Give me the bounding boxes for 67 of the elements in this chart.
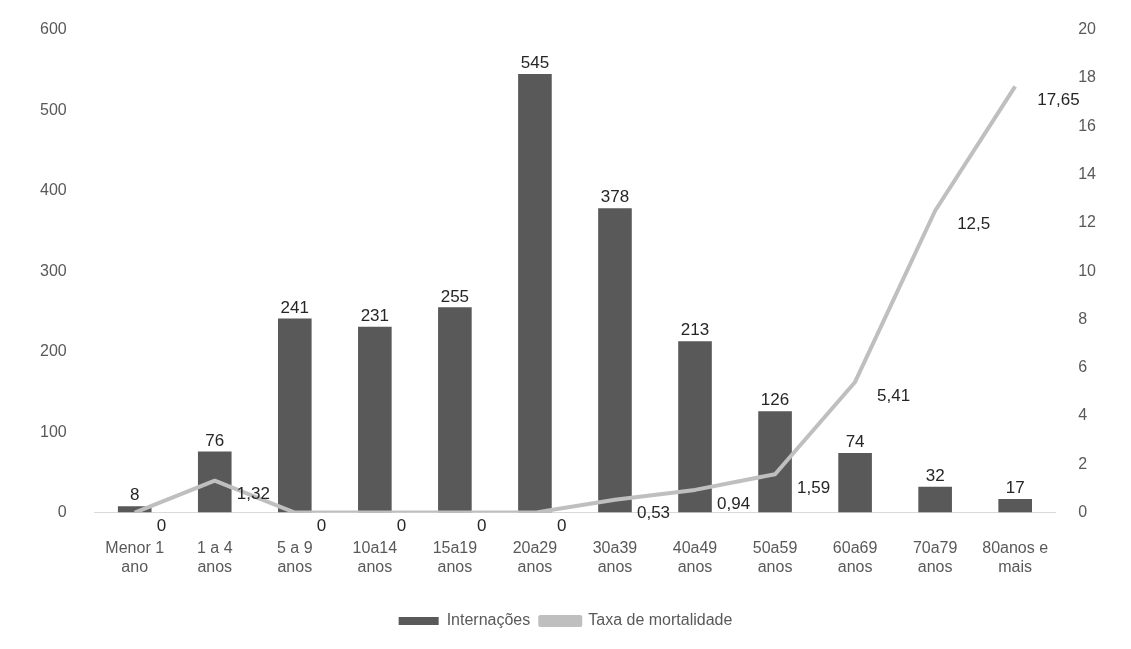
- y2-tick-label: 16: [1078, 116, 1097, 134]
- data-label: 378: [600, 187, 630, 207]
- x-tick-label: 70a79 anos: [912, 538, 958, 575]
- data-label: 126: [760, 390, 790, 410]
- bar: [518, 73, 552, 513]
- data-label: 545: [520, 53, 550, 73]
- bar: [998, 498, 1032, 513]
- data-label: 17,65: [1037, 90, 1080, 110]
- y2-tick-label: 4: [1078, 406, 1088, 424]
- x-tick-label: Menor 1 ano: [105, 538, 165, 575]
- y2-tick-label: 14: [1078, 164, 1097, 182]
- data-label: 12,5: [957, 214, 991, 234]
- bar: [838, 453, 872, 513]
- data-label: 5,41: [877, 385, 911, 405]
- data-label: 8: [129, 485, 140, 505]
- bar: [598, 208, 632, 513]
- y2-tick-label: 2: [1078, 454, 1088, 472]
- x-tick-label: 50a59 anos: [752, 538, 798, 575]
- data-label: 0: [556, 516, 567, 536]
- data-label: 76: [205, 430, 225, 450]
- bar: [918, 486, 952, 513]
- data-label: 1,59: [797, 477, 831, 497]
- data-label: 213: [680, 320, 710, 340]
- x-tick-label: 15a19 anos: [432, 538, 478, 575]
- y-tick-label: 400: [39, 181, 67, 199]
- y2-tick-label: 10: [1078, 261, 1097, 279]
- y2-tick-label: 18: [1078, 68, 1097, 86]
- bar: [358, 326, 392, 513]
- data-label: 0: [156, 516, 167, 536]
- x-tick-label: 80anos e mais: [982, 538, 1049, 575]
- y2-tick-label: 6: [1078, 358, 1088, 376]
- y-tick-label: 0: [57, 503, 67, 521]
- data-label: 241: [280, 297, 309, 317]
- y-tick-label: 600: [39, 20, 67, 38]
- legend-label: Internações: [446, 611, 531, 629]
- data-label: 231: [360, 305, 390, 325]
- data-label: 0,53: [636, 503, 671, 523]
- x-tick-label: 10a14 anos: [352, 538, 398, 575]
- x-tick-label: 20a29 anos: [512, 538, 558, 575]
- legend-label: Taxa de mortalidade: [588, 611, 733, 629]
- y2-tick-label: 20: [1078, 20, 1097, 38]
- data-label: 0,94: [717, 493, 751, 513]
- x-tick-label: 5 a 9 anos: [277, 538, 313, 575]
- data-label: 0: [316, 516, 327, 536]
- data-label: 255: [440, 286, 470, 306]
- bar: [438, 307, 472, 513]
- x-tick-label: 60a69 anos: [832, 538, 878, 575]
- data-label: 17: [1005, 478, 1025, 498]
- data-label: 32: [925, 466, 945, 486]
- bar: [758, 411, 792, 513]
- bar: [277, 318, 312, 513]
- bar: [197, 451, 232, 513]
- data-label: 0: [396, 516, 407, 536]
- data-label: 74: [845, 432, 865, 452]
- bar: [678, 341, 712, 513]
- y-tick-label: 300: [39, 261, 67, 279]
- data-label: 0: [476, 516, 487, 536]
- y-tick-label: 500: [39, 100, 67, 118]
- y-tick-label: 200: [39, 342, 67, 360]
- x-tick-label: 30a39 anos: [592, 538, 638, 575]
- y-tick-label: 100: [39, 422, 67, 440]
- data-label: 1,32: [236, 484, 270, 504]
- x-tick-label: 1 a 4 anos: [196, 538, 233, 575]
- y2-tick-label: 0: [1078, 503, 1088, 521]
- y2-tick-label: 8: [1078, 309, 1088, 327]
- y2-tick-label: 12: [1078, 213, 1097, 231]
- x-tick-label: 40a49 anos: [672, 538, 718, 575]
